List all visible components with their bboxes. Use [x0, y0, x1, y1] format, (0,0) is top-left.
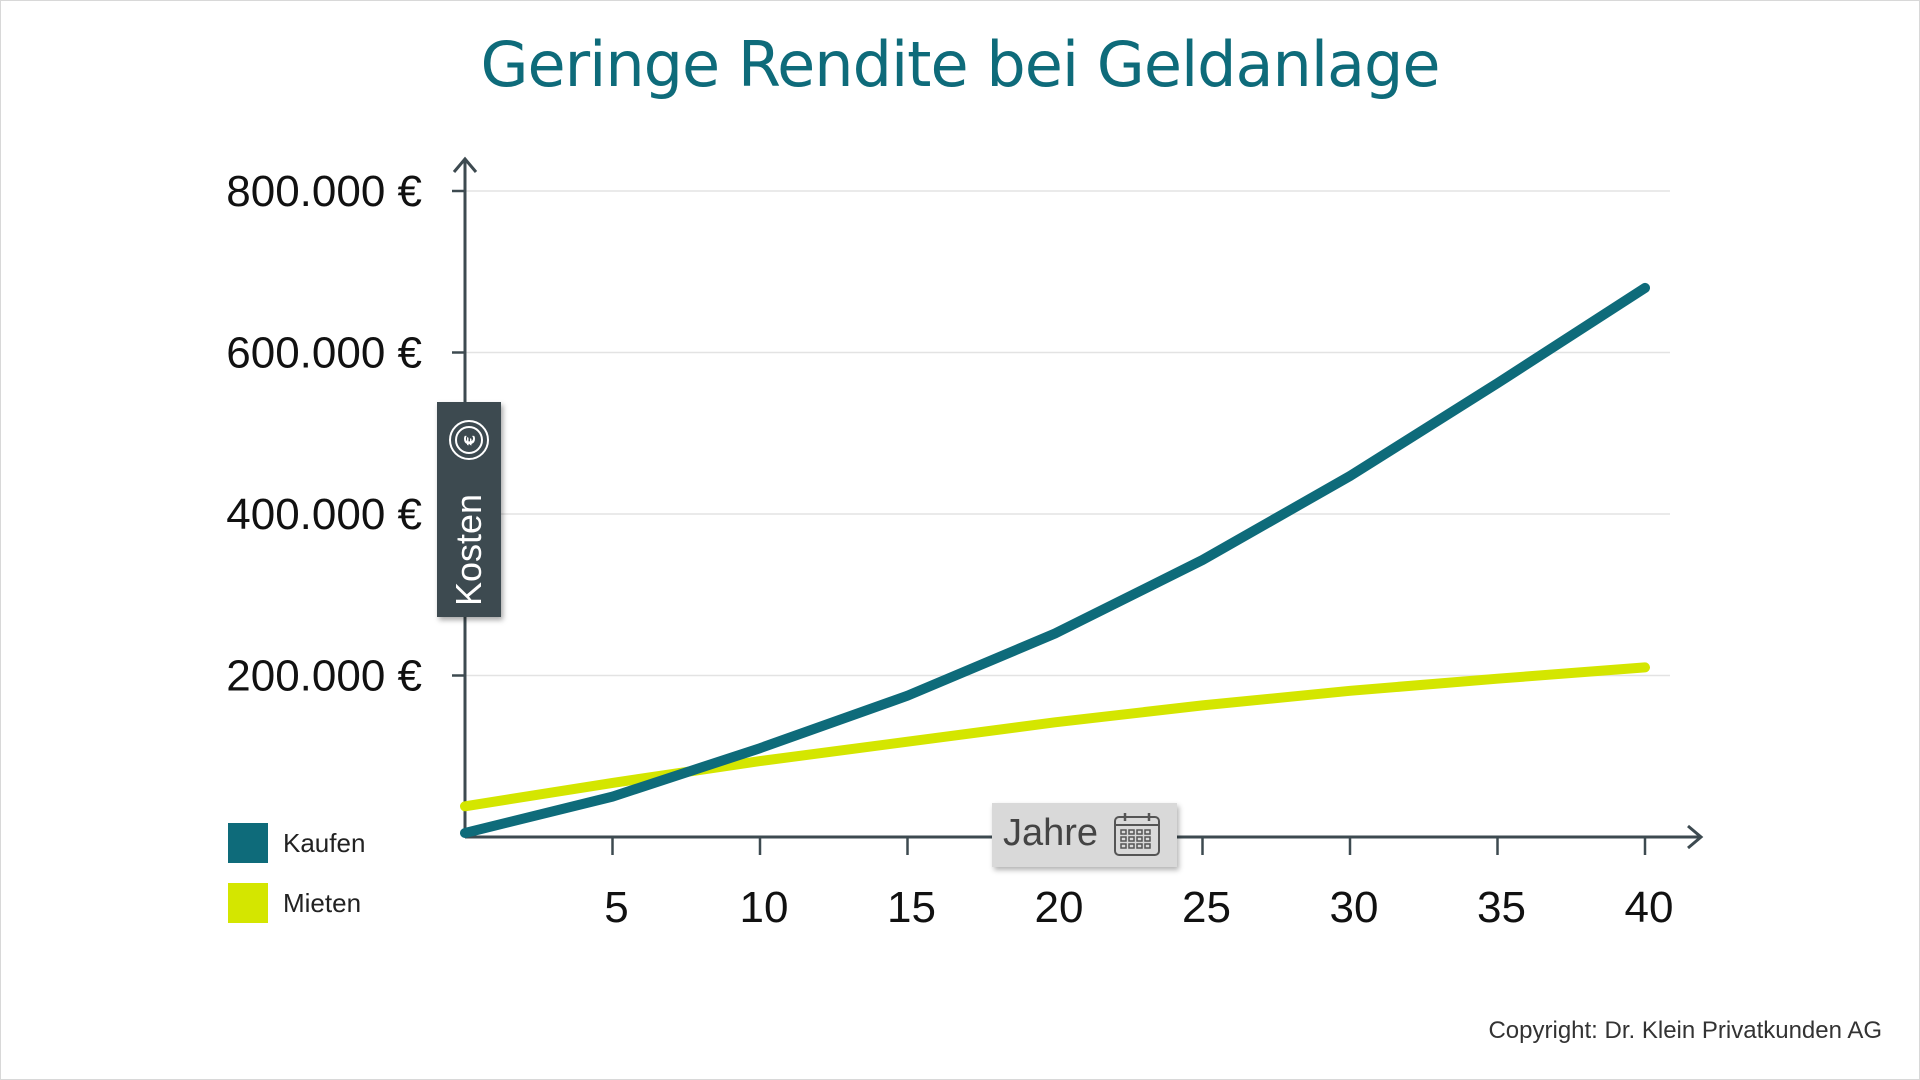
y-axis-arrow [452, 156, 478, 173]
x-axis-label: Jahre [1003, 812, 1099, 854]
calendar-icon [1114, 813, 1160, 856]
legend-item-kaufen: Kaufen [228, 823, 365, 863]
y-axis-label-box: € Kosten [437, 402, 501, 617]
legend-label-kaufen: Kaufen [283, 827, 366, 858]
x-tick-label: 20 [1035, 883, 1084, 932]
legend-item-mieten: Mieten [228, 883, 365, 923]
grid-lines [465, 190, 1670, 677]
chart-legend: Kaufen Mieten [228, 823, 365, 943]
euro-coin-icon: € [449, 420, 489, 460]
chart-title: Geringe Rendite bei Geldanlage [480, 28, 1440, 101]
x-axis-label-box: Jahre [992, 803, 1177, 867]
svg-text:€: € [461, 435, 479, 446]
x-tick-label: 25 [1182, 883, 1231, 932]
x-axis-arrow [1687, 824, 1704, 850]
x-tick-label: 10 [740, 883, 789, 932]
legend-label-mieten: Mieten [283, 887, 362, 918]
y-tick-label: 800.000 € [226, 167, 422, 216]
y-tick-labels: 200.000 € 400.000 € 600.000 € 800.000 € [226, 167, 422, 701]
copyright-text: Copyright: Dr. Klein Privatkunden AG [1488, 1017, 1882, 1044]
legend-swatch-mieten [228, 883, 268, 923]
x-tick-labels: 5 10 15 20 25 30 35 40 [604, 883, 1673, 932]
series-lines [460, 282, 1650, 838]
legend-swatch-kaufen [228, 823, 268, 863]
axes [452, 156, 1704, 855]
x-tick-label: 40 [1625, 883, 1674, 932]
x-tick-label: 5 [604, 883, 628, 932]
x-tick-label: 35 [1477, 883, 1526, 932]
x-tick-label: 30 [1330, 883, 1379, 932]
y-tick-label: 200.000 € [226, 652, 422, 701]
series-line-kaufen [460, 282, 1650, 838]
y-tick-label: 400.000 € [226, 490, 422, 539]
x-tick-label: 15 [887, 883, 936, 932]
y-axis-label: Kosten [448, 493, 489, 607]
y-tick-label: 600.000 € [226, 329, 422, 378]
